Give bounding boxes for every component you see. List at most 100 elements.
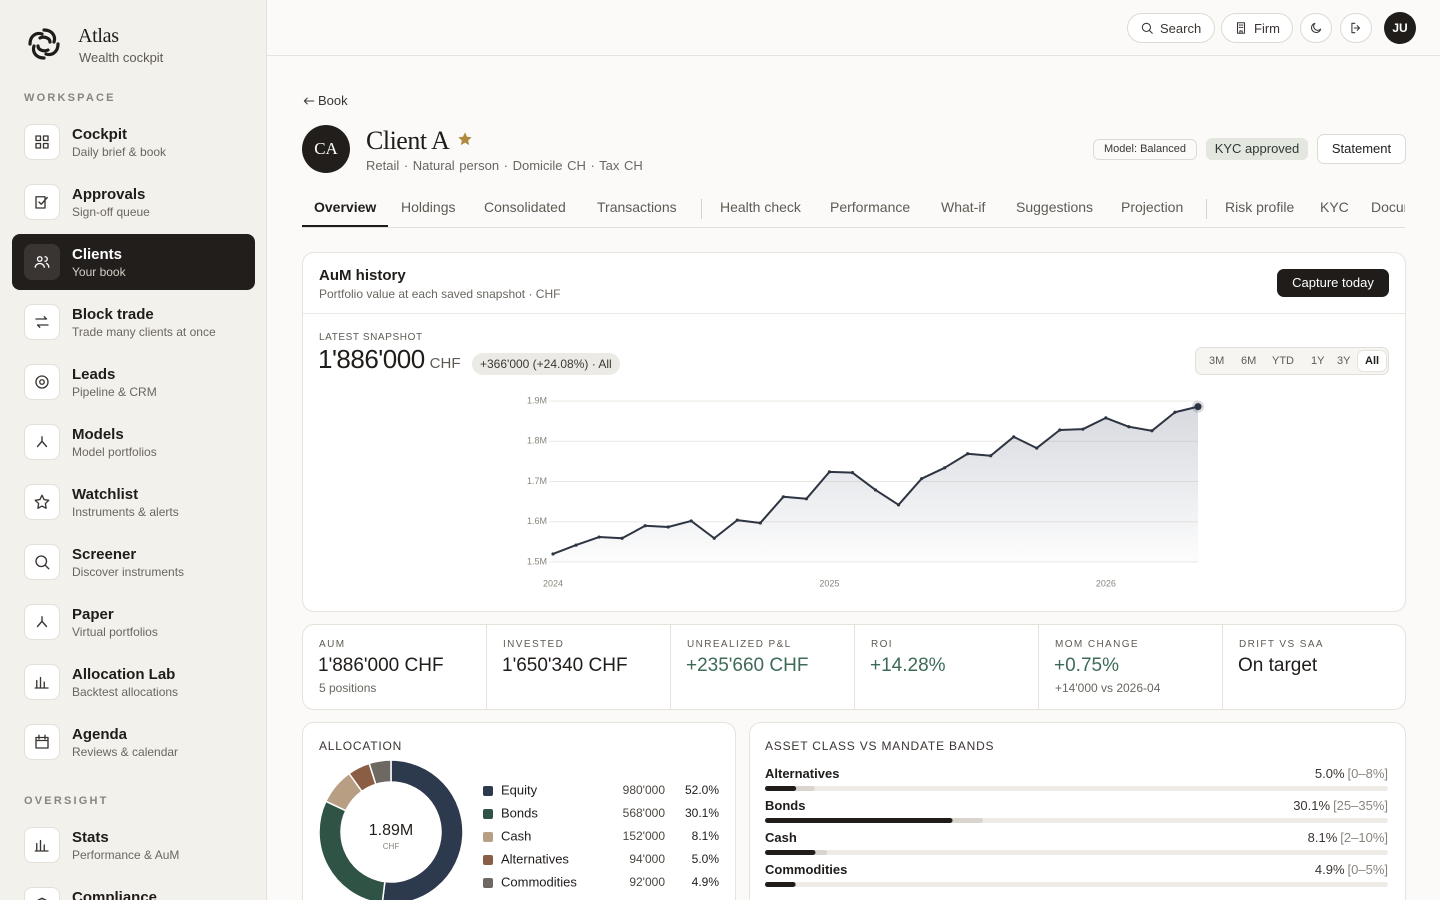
nav-item[interactable]: Models Model portfolios — [12, 414, 255, 470]
band-category: Commodities — [765, 862, 848, 877]
nav-item[interactable]: Agenda Reviews & calendar — [12, 714, 255, 770]
nav-sub: Daily brief & book — [72, 145, 167, 159]
range-option[interactable]: 3Y — [1337, 355, 1351, 367]
latest-unit: CHF — [429, 355, 461, 372]
nav-icon — [24, 664, 60, 700]
nav-item[interactable]: Allocation Lab Backtest allocations — [12, 654, 255, 710]
tab[interactable]: Holdings — [401, 199, 456, 215]
nav-item[interactable]: Cockpit Daily brief & book — [12, 114, 255, 170]
theme-button[interactable] — [1300, 13, 1332, 43]
nav-icon — [24, 184, 60, 220]
icon-path — [34, 256, 50, 268]
icon — [36, 436, 48, 448]
nav-icon — [24, 304, 60, 340]
tab[interactable]: Risk profile — [1225, 199, 1295, 215]
aum-card — [302, 252, 1406, 612]
band-values: 8.1% [2–10%] — [1308, 830, 1388, 846]
band-values: 4.9% [0–5%] — [1315, 862, 1388, 878]
range-option[interactable]: 6M — [1241, 355, 1257, 367]
search-button-label: Search — [1160, 21, 1202, 36]
nav-item[interactable]: Watchlist Instruments & alerts — [12, 474, 255, 530]
tab-underline — [302, 225, 388, 227]
kpi-label: UNREALIZED P&L — [687, 639, 792, 650]
kpi-label: DRIFT VS SAA — [1239, 639, 1324, 650]
band-row-label: Bonds 30.1% [25–35%] — [765, 798, 1388, 814]
range-selector: 3M 6M YTD 1Y 3Y All — [1195, 347, 1389, 375]
band-value: 30.1% — [1293, 798, 1331, 813]
tab-separator — [701, 199, 702, 219]
nav-sub: Your book — [72, 265, 126, 279]
firm-button-label: Firm — [1254, 21, 1280, 36]
nav-item[interactable]: Clients Your book — [12, 234, 255, 290]
range-option[interactable]: YTD — [1272, 355, 1294, 367]
bands-card — [749, 722, 1406, 900]
avatar[interactable]: JU — [1384, 12, 1416, 44]
tab[interactable]: Documents — [1371, 199, 1405, 215]
statement-button[interactable]: Statement — [1317, 134, 1406, 164]
tab[interactable]: Overview — [314, 199, 377, 215]
tab[interactable]: Suggestions — [1016, 199, 1094, 215]
firm-button[interactable]: Firm — [1221, 13, 1293, 43]
nav-item[interactable]: Compliance — [12, 877, 255, 900]
kpi-value: 1'650'340 CHF — [502, 655, 628, 676]
icon — [1236, 22, 1246, 34]
nav-sub: Instruments & alerts — [72, 505, 179, 519]
band-category: Alternatives — [765, 766, 840, 781]
nav-icon — [24, 364, 60, 400]
tab[interactable]: What-if — [941, 199, 986, 215]
nav-label: Cockpit — [72, 126, 128, 143]
icon — [35, 316, 49, 328]
nav-sub: Virtual portfolios — [72, 625, 158, 639]
icon-path — [35, 316, 49, 328]
search-button[interactable]: Search — [1127, 13, 1215, 43]
back-link[interactable]: Book — [302, 93, 348, 109]
nav-item[interactable]: Paper Virtual portfolios — [12, 594, 255, 650]
icon — [34, 839, 49, 852]
nav-icon — [24, 124, 60, 160]
tab[interactable]: Health check — [720, 199, 801, 215]
range-option[interactable]: All — [1358, 351, 1387, 371]
range-option[interactable]: 3M — [1209, 355, 1225, 367]
range-option[interactable]: 1Y — [1311, 355, 1325, 367]
nav-label: Clients — [72, 246, 123, 263]
icon-path — [303, 97, 315, 105]
tab[interactable]: KYC — [1320, 199, 1349, 215]
logo — [28, 28, 60, 60]
favorite-star — [458, 132, 472, 146]
back-label: Book — [318, 93, 348, 108]
tab[interactable]: Transactions — [597, 199, 677, 215]
logout-button[interactable] — [1340, 13, 1372, 43]
icon — [35, 196, 48, 209]
tab[interactable]: Performance — [830, 199, 911, 215]
icon-path — [1351, 22, 1361, 34]
tab[interactable]: Projection — [1121, 199, 1184, 215]
nav-item[interactable]: Stats Performance & AuM — [12, 817, 255, 873]
icon-path — [34, 494, 50, 509]
kpi-divider — [1222, 625, 1223, 709]
band-value: 8.1% — [1307, 830, 1338, 845]
nav-label: Approvals — [72, 186, 146, 203]
star-shape — [458, 132, 472, 146]
aum-title: AuM history — [319, 267, 406, 284]
nav-item[interactable]: Leads Pipeline & CRM — [12, 354, 255, 410]
nav-item[interactable]: Block trade Trade many clients at once — [12, 294, 255, 350]
icon — [1351, 22, 1361, 34]
band-values: 30.1% [25–35%] — [1293, 798, 1388, 814]
kyc-badge: KYC approved — [1206, 138, 1308, 160]
tab[interactable]: Consolidated — [484, 199, 566, 215]
icon — [36, 616, 48, 628]
icon-path — [35, 555, 50, 570]
latest-value-row: 1'886'000 CHF — [318, 344, 460, 375]
icon — [35, 135, 49, 149]
nav-item[interactable]: Screener Discover instruments — [12, 534, 255, 590]
kpi-label: MOM CHANGE — [1055, 639, 1139, 650]
icon-path — [35, 375, 49, 389]
nav-label: Models — [72, 426, 124, 443]
icon-path — [34, 839, 49, 852]
nav-item[interactable]: Approvals Sign-off queue — [12, 174, 255, 230]
sidebar: Atlas Wealth cockpit WORKSPACE Cockpit Daily… — [0, 0, 267, 900]
icon — [34, 256, 50, 268]
capture-button[interactable]: Capture today — [1277, 269, 1389, 297]
